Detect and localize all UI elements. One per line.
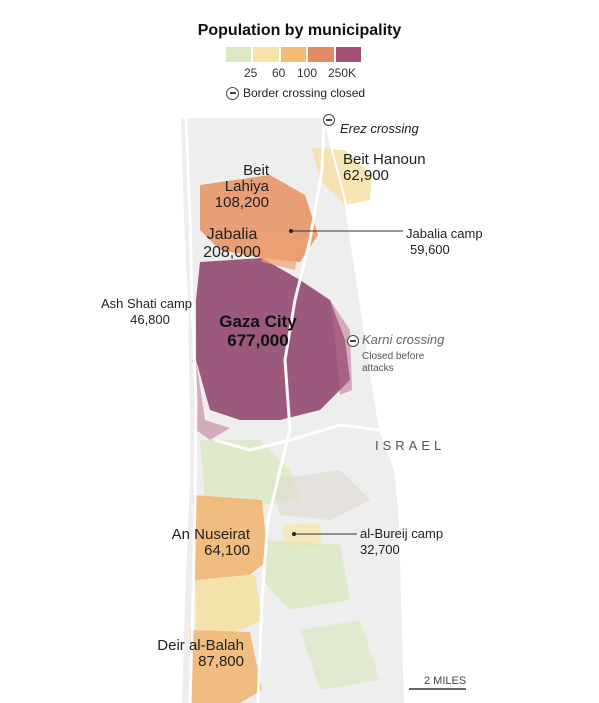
legend-title: Population by municipality xyxy=(197,22,402,39)
deir-al-balah-pop: 87,800 xyxy=(198,653,244,670)
jabalia-pop: 208,000 xyxy=(203,244,261,261)
bureij-camp-name: al-Bureij camp xyxy=(360,526,444,541)
border-line xyxy=(324,117,406,703)
jabalia-camp-pop: 59,600 xyxy=(410,242,450,257)
ash-shati-label: Ash Shati camp 46,800 xyxy=(96,296,192,328)
karni-note-line2: attacks xyxy=(362,363,394,374)
legend-tick-2: 60 xyxy=(272,66,286,80)
main-roads xyxy=(184,117,381,703)
closed-crossing-icon xyxy=(226,86,239,100)
beit-lahiya-pop: 108,200 xyxy=(214,194,269,211)
legend-swatch-2 xyxy=(253,47,279,62)
jabalia-camp-label: Jabalia camp 59,600 xyxy=(406,226,483,258)
gaza-city-density-light xyxy=(196,300,352,440)
karni-note-line1: Closed before xyxy=(362,351,425,362)
jabalia-camp-marker xyxy=(289,229,293,233)
legend-swatch-4 xyxy=(308,47,334,62)
gaza-city-label: Gaza City 677,000 xyxy=(212,312,304,350)
beit-hanoun-label: Beit Hanoun 62,900 xyxy=(343,152,426,184)
scale-bar xyxy=(409,688,466,690)
ash-shati-pop: 46,800 xyxy=(130,312,170,327)
bureij-camp-marker xyxy=(292,532,296,536)
beit-lahiya-name: Beit Lahiya xyxy=(224,162,269,195)
gaza-city-density xyxy=(196,258,350,420)
legend-color-scale xyxy=(226,47,363,62)
karni-crossing-label: Karni crossing Closed before attacks xyxy=(362,332,444,375)
legend-tick-4: 250K xyxy=(328,66,357,80)
north-orange-density xyxy=(200,148,372,270)
leader-lines xyxy=(291,230,403,535)
israel-region-label: ISRAEL xyxy=(375,438,446,453)
erez-crossing-label: Erez crossing xyxy=(340,121,419,136)
ash-shati-name: Ash Shati camp xyxy=(100,296,192,311)
legend-swatch-1 xyxy=(226,47,252,62)
beit-hanoun-pop: 62,900 xyxy=(343,167,389,184)
beit-lahiya-label: Beit Lahiya 108,200 xyxy=(195,163,269,211)
bureij-camp-label: al-Bureij camp 32,700 xyxy=(360,526,443,558)
karni-crossing-icon xyxy=(347,335,359,347)
karni-crossing-name: Karni crossing xyxy=(362,332,445,347)
bureij-camp-pop: 32,700 xyxy=(360,542,400,557)
scale-bar-label: 2 MILES xyxy=(424,675,467,687)
beit-hanoun-name: Beit Hanoun xyxy=(343,151,426,168)
an-nuseirat-name: An Nuseirat xyxy=(171,526,250,543)
deir-al-balah-name: Deir al-Balah xyxy=(157,637,244,654)
jabalia-name: Jabalia xyxy=(206,226,258,243)
an-nuseirat-pop: 64,100 xyxy=(204,542,250,559)
erez-crossing-icon xyxy=(323,114,335,126)
legend-tick-3: 100 xyxy=(297,66,318,80)
jabalia-camp-name: Jabalia camp xyxy=(406,226,483,241)
gaza-city-name: Gaza City xyxy=(219,312,297,331)
gaza-city-pop: 677,000 xyxy=(227,331,289,350)
deir-al-balah-label: Deir al-Balah 87,800 xyxy=(156,638,244,670)
legend-tick-1: 25 xyxy=(244,66,258,80)
legend-ticks: 25 60 100 250K xyxy=(0,66,599,82)
legend-swatch-5 xyxy=(335,47,362,62)
legend-closed-crossing: Border crossing closed xyxy=(226,86,365,100)
legend-swatch-3 xyxy=(280,47,307,62)
south-density xyxy=(190,495,380,703)
jabalia-label: Jabalia 208,000 xyxy=(200,226,264,262)
an-nuseirat-label: An Nuseirat 64,100 xyxy=(160,527,250,559)
legend-closed-label: Border crossing closed xyxy=(243,86,366,100)
